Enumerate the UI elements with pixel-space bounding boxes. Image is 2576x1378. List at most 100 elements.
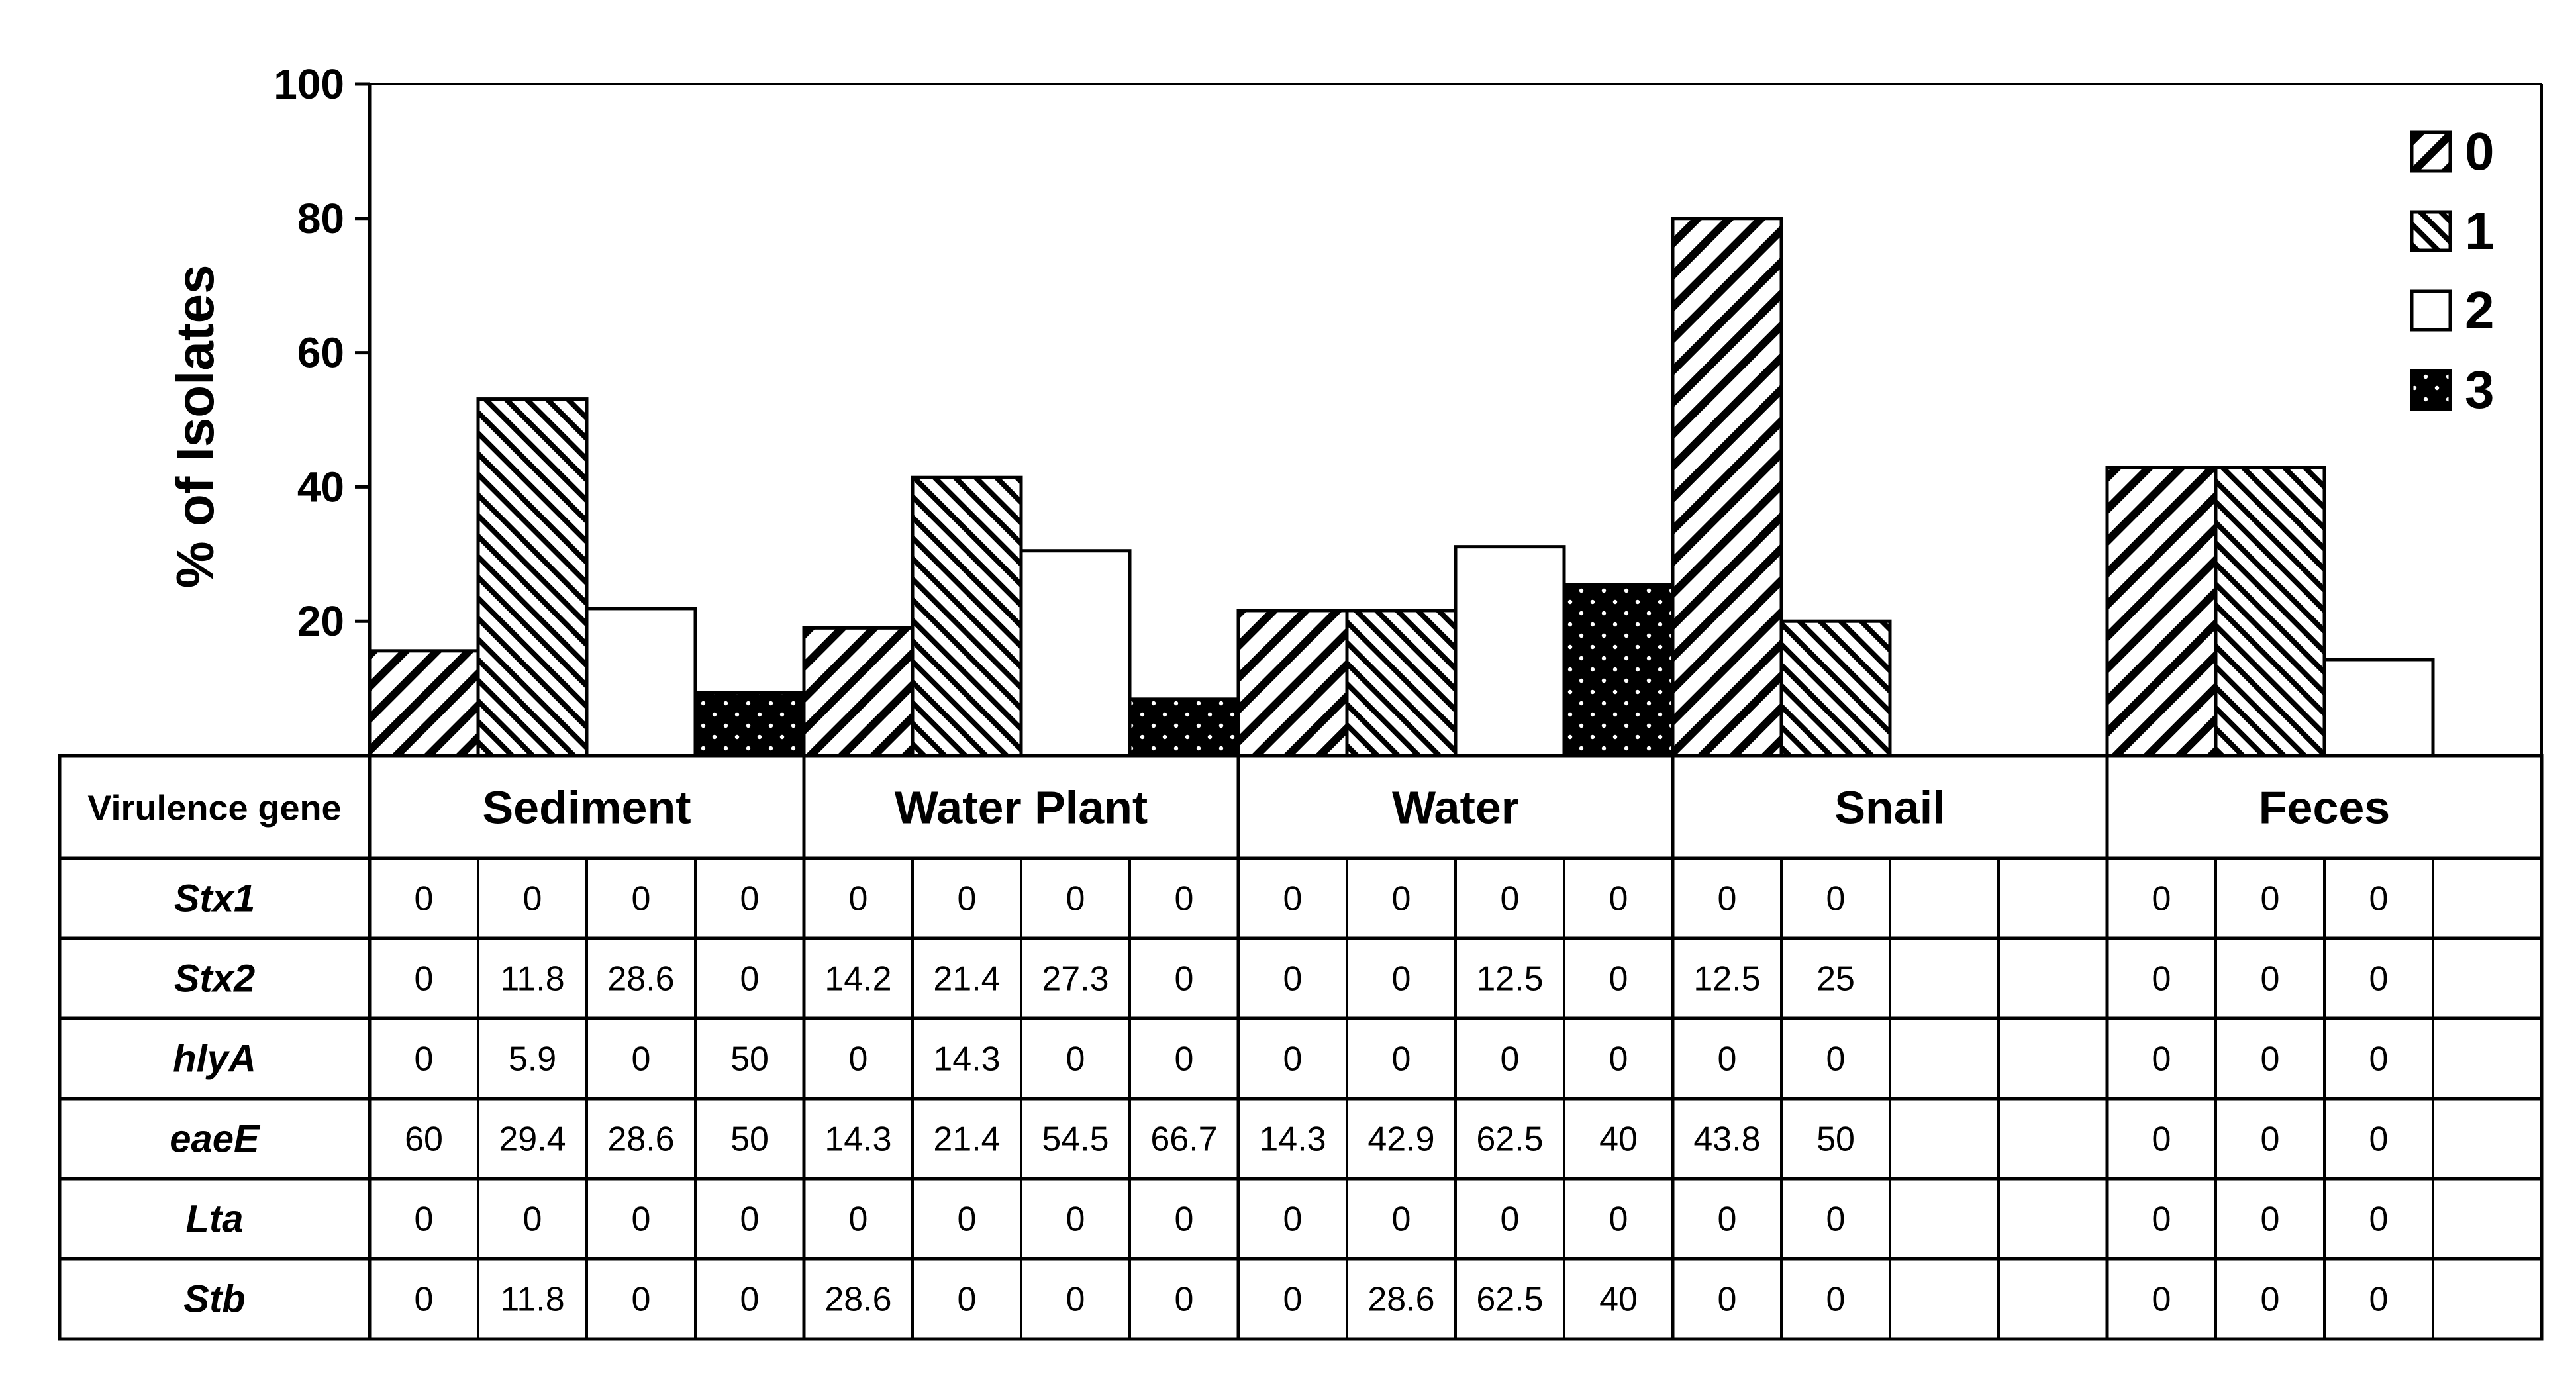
- table-cell: 12.5: [1476, 960, 1543, 999]
- table-cell: 0: [415, 880, 434, 918]
- table-cell: 0: [1066, 1040, 1085, 1079]
- table-cell: 0: [1718, 1040, 1737, 1079]
- table-cell: 21.4: [933, 960, 1000, 999]
- table-cell: 21.4: [933, 1120, 1000, 1159]
- table-cell: 0: [2261, 1281, 2280, 1319]
- table-cell: 0: [632, 1040, 651, 1079]
- bar-snail-series-0: [1671, 217, 1783, 758]
- table-cell: 0: [415, 960, 434, 999]
- table-gene-label: Stx2: [174, 958, 256, 1001]
- table-cell: 42.9: [1367, 1120, 1434, 1159]
- table-cell: 62.5: [1476, 1281, 1543, 1319]
- table-cell: 0: [2261, 960, 2280, 999]
- table-cell: 0: [740, 880, 760, 918]
- bars-layer: [368, 217, 2435, 758]
- bar-water-plant-series-1: [911, 475, 1023, 758]
- legend-label-1: 1: [2465, 201, 2495, 260]
- table-cell: 0: [1718, 1201, 1737, 1239]
- y-tick-label: 40: [297, 463, 344, 511]
- table-cell: 0: [1175, 1281, 1194, 1319]
- table-cell: 0: [1718, 1281, 1737, 1319]
- table-cell: 0: [1175, 1201, 1194, 1239]
- table-cell: 28.6: [607, 960, 674, 999]
- table-cell: 50: [730, 1040, 769, 1079]
- table-cell: 0: [2369, 1040, 2389, 1079]
- table-cell: 14.3: [1259, 1120, 1326, 1159]
- table-cell: 0: [1283, 880, 1303, 918]
- legend: 0 1 2 3: [2410, 122, 2495, 419]
- table-cell: 0: [2261, 1120, 2280, 1159]
- table-cell: 0: [1175, 1040, 1194, 1079]
- table-cell: 11.8: [500, 960, 564, 999]
- legend-swatch-0: [2410, 130, 2452, 173]
- table-cell: 0: [958, 1281, 977, 1319]
- table-gene-label: Stb: [183, 1278, 245, 1321]
- table-cell: 14.2: [824, 960, 891, 999]
- table-gene-label: Stx1: [174, 877, 256, 920]
- y-tick-label: 20: [297, 597, 344, 645]
- bar-sediment-series-3: [693, 691, 806, 758]
- table-cell: 0: [1283, 1201, 1303, 1239]
- table-cell: 0: [1501, 1201, 1520, 1239]
- table-cell: 0: [1283, 1281, 1303, 1319]
- table-cell: 0: [740, 1281, 760, 1319]
- table-cell: 0: [2261, 1040, 2280, 1079]
- y-axis-label: % of Isolates: [166, 264, 224, 588]
- table-cell: 0: [2152, 880, 2171, 918]
- table-cell: 0: [2152, 1040, 2171, 1079]
- table-cell: 29.4: [499, 1120, 566, 1159]
- table-cell: 50: [1816, 1120, 1855, 1159]
- table-cell: 0: [1718, 880, 1737, 918]
- y-tick-label: 100: [273, 60, 344, 108]
- y-tick-label: 60: [297, 329, 344, 377]
- table-gene-label: Lta: [186, 1198, 244, 1241]
- bar-water-series-1: [1345, 609, 1458, 758]
- table-cell: 0: [2369, 880, 2389, 918]
- table-cell: 0: [1609, 960, 1628, 999]
- table-cell: 0: [1609, 1040, 1628, 1079]
- y-tick-label: 80: [297, 195, 344, 242]
- table-cell: 0: [1283, 1040, 1303, 1079]
- legend-label-0: 0: [2465, 122, 2495, 181]
- table-cell: 0: [2152, 1201, 2171, 1239]
- table-group-header: Feces: [2259, 782, 2390, 834]
- table-group-header: Sediment: [482, 782, 691, 834]
- table-cell: 0: [1392, 960, 1411, 999]
- table-cell: 0: [1066, 1281, 1085, 1319]
- bar-water-plant-series-3: [1128, 697, 1240, 758]
- table-cell: 50: [730, 1120, 769, 1159]
- bar-water-series-0: [1236, 609, 1349, 758]
- table-cell: 0: [1392, 1040, 1411, 1079]
- table-cell: 0: [2152, 960, 2171, 999]
- table-cell: 27.3: [1042, 960, 1109, 999]
- table-gene-label: hlyA: [173, 1038, 256, 1081]
- table-cell: 28.6: [607, 1120, 674, 1159]
- bar-sediment-series-1: [476, 397, 589, 758]
- table-cell: 0: [415, 1201, 434, 1239]
- table-cell: 0: [415, 1040, 434, 1079]
- bar-water-plant-series-0: [802, 626, 915, 758]
- table-cell: 0: [1066, 1201, 1085, 1239]
- bar-feces-series-2: [2322, 658, 2435, 758]
- table-cell: 0: [1283, 960, 1303, 999]
- bar-feces-series-1: [2214, 466, 2326, 758]
- table-cell: 0: [958, 880, 977, 918]
- table-cell: 0: [740, 1201, 760, 1239]
- table-cell: 40: [1599, 1281, 1638, 1319]
- bar-sediment-series-2: [585, 607, 697, 758]
- table-header-label: Virulence gene: [87, 789, 341, 828]
- table-cell: 0: [1066, 880, 1085, 918]
- table-cell: 0: [1826, 1040, 1846, 1079]
- table-cell: 0: [1609, 880, 1628, 918]
- bar-water-series-3: [1562, 583, 1675, 758]
- table-cell: 0: [1392, 880, 1411, 918]
- table-gene-label: eaeE: [170, 1118, 261, 1161]
- legend-label-3: 3: [2465, 360, 2495, 419]
- table-cell: 14.3: [933, 1040, 1000, 1079]
- table-cell: 0: [2261, 1201, 2280, 1239]
- data-table: Virulence gene Sediment Water Plant Water Sn…: [58, 754, 2544, 1341]
- table-cell: 0: [1826, 880, 1846, 918]
- table-group-header: Snail: [1834, 782, 1945, 834]
- y-axis: 20 40 60 80 100 % of Isolates: [166, 60, 2543, 756]
